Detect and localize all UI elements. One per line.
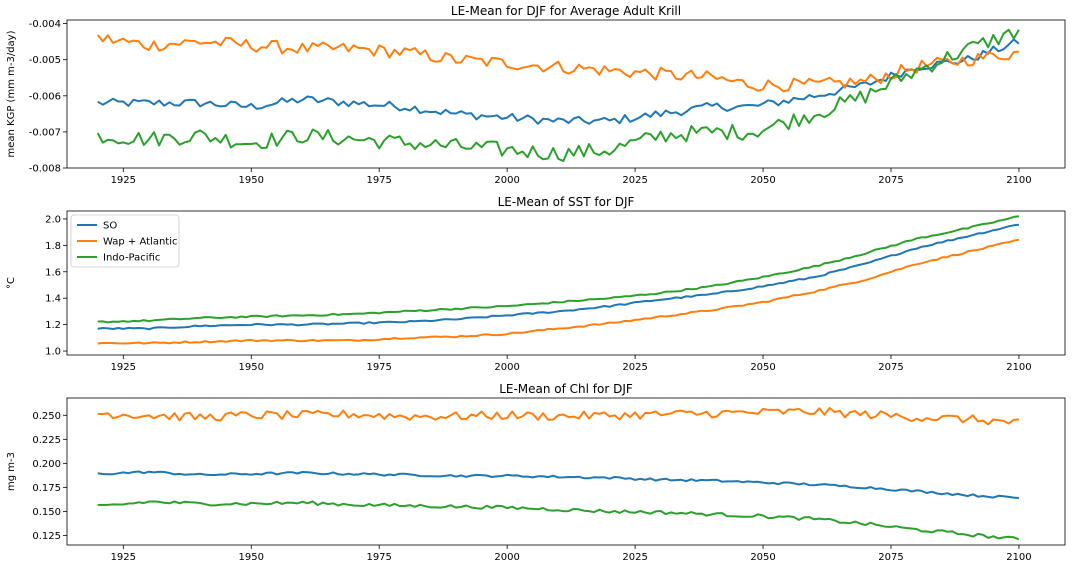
plot-frame: [66, 210, 1066, 356]
x-tick-label: 2075: [878, 175, 903, 186]
y-tick-label: 1.4: [45, 294, 61, 305]
legend-box: [70, 214, 180, 268]
x-tick-label: 1950: [239, 175, 264, 186]
chart-panel-1: LE-Mean for DJF for Average Adult Krill m…: [6, 4, 1066, 186]
y-tick-label: -0.008: [29, 164, 61, 175]
y-tick-label: 2.0: [45, 214, 61, 225]
x-tick-label: 2000: [494, 175, 519, 186]
y-tick-label: 1.6: [45, 267, 61, 278]
x-tick-label: 1975: [366, 175, 391, 186]
x-tick-label: 2050: [750, 175, 775, 186]
series-line-wap-atlantic: [96, 34, 1019, 93]
x-tick-label: 2025: [622, 362, 647, 373]
y-tick-label: -0.006: [29, 91, 61, 102]
chart-title: LE-Mean of SST for DJF: [498, 195, 635, 209]
x-tick-label: 2000: [494, 362, 519, 373]
series-line-wap-atlantic: [97, 238, 1020, 345]
x-tick-label: 2025: [622, 552, 647, 563]
series-group: [97, 407, 1020, 541]
chart-title: LE-Mean of Chl for DJF: [499, 382, 633, 396]
x-tick-label: 2100: [1006, 175, 1031, 186]
series-group: [96, 28, 1020, 162]
x-tick-label: 2050: [750, 362, 775, 373]
x-tick-label: 1975: [366, 552, 391, 563]
y-tick-label: 1.0: [45, 347, 61, 358]
series-line-indo-pacific: [97, 215, 1020, 324]
x-tick-label: 2025: [622, 175, 647, 186]
y-tick-label: 0.225: [32, 435, 61, 446]
y-tick-label: 0.125: [32, 531, 61, 542]
y-axis-label: mg m-3: [6, 452, 17, 491]
x-tick-label: 2000: [494, 552, 519, 563]
x-tick-label: 1950: [239, 362, 264, 373]
plot-frame: [66, 19, 1066, 169]
x-tick-label: 2050: [750, 552, 775, 563]
x-tick-label: 2100: [1006, 552, 1031, 563]
y-tick-label: -0.005: [29, 55, 61, 66]
y-tick-label: 1.8: [45, 241, 61, 252]
series-line-so: [97, 470, 1019, 500]
plot-frame: [66, 397, 1066, 546]
x-tick-label: 1925: [111, 362, 136, 373]
legend: SO Wap + Atlantic Indo-Pacific: [70, 214, 180, 268]
x-tick-label: 1925: [111, 552, 136, 563]
y-tick-label: 1.2: [45, 320, 61, 331]
y-tick-label: 0.250: [32, 411, 61, 422]
x-tick-label: 1925: [111, 175, 136, 186]
y-tick-label: -0.007: [29, 127, 61, 138]
series-line-wap-atlantic: [97, 407, 1019, 426]
x-tick-label: 1975: [366, 362, 391, 373]
y-axis-label: °C: [6, 277, 17, 289]
chart-panel-2: LE-Mean of SST for DJF °C 1925 1950 1975 2000…: [6, 195, 1066, 373]
series-line-indo-pacific: [96, 28, 1020, 162]
legend-label: Indo-Pacific: [103, 253, 160, 264]
series-line-indo-pacific: [97, 500, 1020, 541]
y-axis-label: mean KGP (mm m-3/day): [6, 30, 17, 157]
legend-label: Wap + Atlantic: [103, 237, 178, 248]
y-tick-label: 0.150: [32, 507, 61, 518]
series-line-so: [97, 223, 1020, 331]
y-tick-label: 0.175: [32, 483, 61, 494]
y-tick-label: -0.004: [29, 19, 61, 30]
chart-title: LE-Mean for DJF for Average Adult Krill: [451, 4, 681, 18]
x-tick-label: 2100: [1006, 362, 1031, 373]
x-tick-label: 1950: [239, 552, 264, 563]
x-tick-label: 2075: [878, 552, 903, 563]
chart-panel-3: LE-Mean of Chl for DJF mg m-3 1925 1950 1975…: [6, 382, 1066, 563]
legend-label: SO: [103, 221, 117, 232]
x-tick-label: 2075: [878, 362, 903, 373]
series-group: [97, 215, 1020, 345]
y-tick-label: 0.200: [32, 459, 61, 470]
